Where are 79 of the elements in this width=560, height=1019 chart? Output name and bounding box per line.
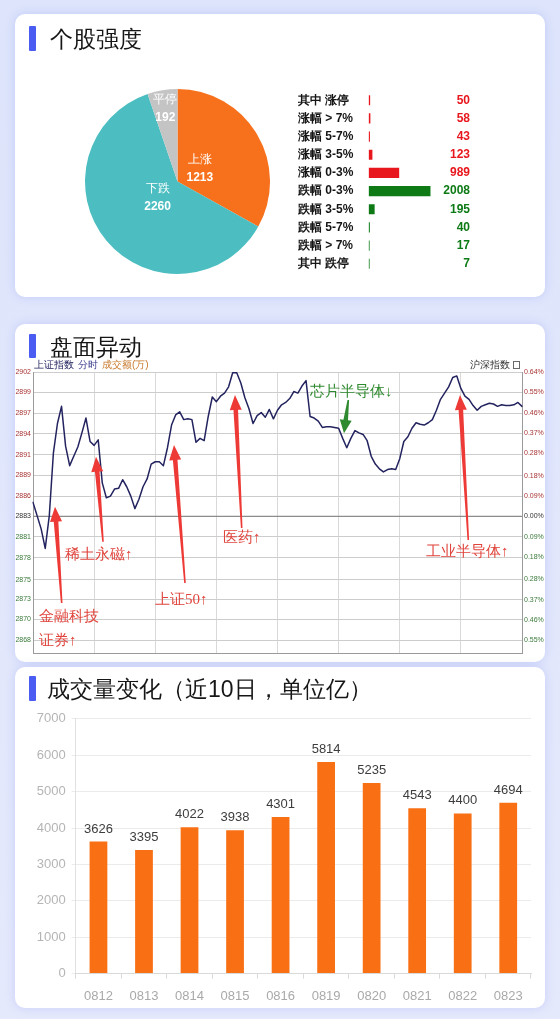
chart-title: 个股强度 (50, 25, 142, 52)
text: 上证指数 (34, 358, 74, 370)
y-tick-label: 4000 (36, 819, 66, 835)
data-label: 2260 (144, 199, 172, 214)
y-tick-label: 其中 涨停 (297, 92, 350, 107)
data-label: 58 (456, 110, 471, 125)
bar (271, 817, 290, 974)
data-label: 4400 (448, 792, 478, 808)
bar (408, 808, 427, 974)
y-tick-label: 2000 (36, 892, 66, 908)
x-tick-label: 0822 (448, 987, 478, 1003)
y-tick-label: 涨幅 > 7% (297, 110, 354, 125)
data-label: 4694 (493, 781, 523, 797)
x-tick-label: 0815 (220, 987, 250, 1003)
y-tick-label: 跌幅 5-7% (297, 219, 354, 234)
data-label: 989 (449, 165, 471, 180)
bar (362, 783, 381, 974)
data-label: 1213 (186, 169, 214, 184)
bar (135, 850, 153, 974)
data-label: 4543 (402, 787, 432, 803)
data-label: 50 (456, 92, 471, 107)
annotation: 医药↑ (223, 528, 261, 545)
y-tick-label: 跌幅 > 7% (297, 237, 354, 252)
data-label: 5235 (357, 762, 387, 778)
x-tick-label: 0821 (402, 987, 432, 1003)
x-tick-label: 0819 (311, 987, 341, 1003)
y-tick-label: 1000 (36, 928, 66, 944)
y-tick-label: 7000 (36, 710, 66, 726)
bar (89, 841, 108, 974)
annotation: 上证50↑ (155, 590, 208, 607)
bar (368, 167, 400, 179)
data-label: 4022 (175, 806, 204, 822)
data-label: 40 (456, 219, 471, 234)
y-tick-label: 跌幅 3-5% (297, 201, 354, 216)
x-tick-label: 0823 (493, 987, 523, 1003)
data-label: 3626 (84, 820, 113, 836)
y-tick-label: 5000 (36, 783, 66, 799)
data-label: 17 (456, 237, 471, 252)
y-tick-label: 3000 (36, 855, 66, 871)
y-tick-label: 涨幅 5-7% (297, 128, 354, 143)
x-tick-label: 0812 (84, 987, 113, 1003)
bar (180, 827, 199, 974)
y-tick-label: 跌幅 0-3% (297, 183, 354, 198)
data-label: 123 (449, 147, 471, 162)
data-label: 2008 (443, 183, 471, 198)
y-tick-label: 涨幅 3-5% (297, 147, 354, 162)
text: 沪深指数 (470, 358, 510, 370)
x-tick-label: 0816 (266, 987, 296, 1003)
y-tick-label: 其中 跌停 (297, 256, 350, 271)
bar (453, 813, 472, 974)
bar (368, 186, 431, 197)
data-label: 7 (463, 256, 471, 271)
slice-label: 上涨 (187, 151, 212, 166)
data-label: 4301 (266, 796, 296, 812)
data-label: 195 (449, 201, 471, 216)
bar (317, 761, 335, 974)
text: 成交额(万) (102, 358, 149, 370)
bar (226, 830, 244, 974)
bar (368, 204, 375, 215)
annotation: 芯片半导体↓ (309, 382, 393, 399)
annotation: 金融科技证券↑ (39, 607, 99, 648)
slice-label: 下跌 (145, 181, 170, 196)
data-label: 43 (456, 128, 471, 143)
annotation: 稀土永磁↑ (65, 545, 133, 562)
data-label: 3938 (220, 809, 250, 825)
chart-title: 成交量变化（近10日，单位亿） (47, 676, 372, 702)
y-tick-label: 涨幅 0-3% (297, 165, 354, 180)
y-tick-label: 0 (58, 965, 66, 981)
x-tick-label: 0820 (357, 987, 387, 1003)
annotation: 工业半导体↑ (426, 542, 509, 559)
y-tick-label: 6000 (36, 746, 66, 762)
x-tick-label: 0814 (175, 987, 204, 1003)
bar (499, 802, 518, 974)
data-label: 3395 (129, 829, 159, 845)
data-label: 5814 (311, 740, 341, 756)
text: 分时 (78, 358, 98, 370)
x-tick-label: 0813 (129, 987, 159, 1003)
chart-title: 盘面异动 (50, 333, 142, 360)
data-label: 192 (155, 109, 176, 124)
